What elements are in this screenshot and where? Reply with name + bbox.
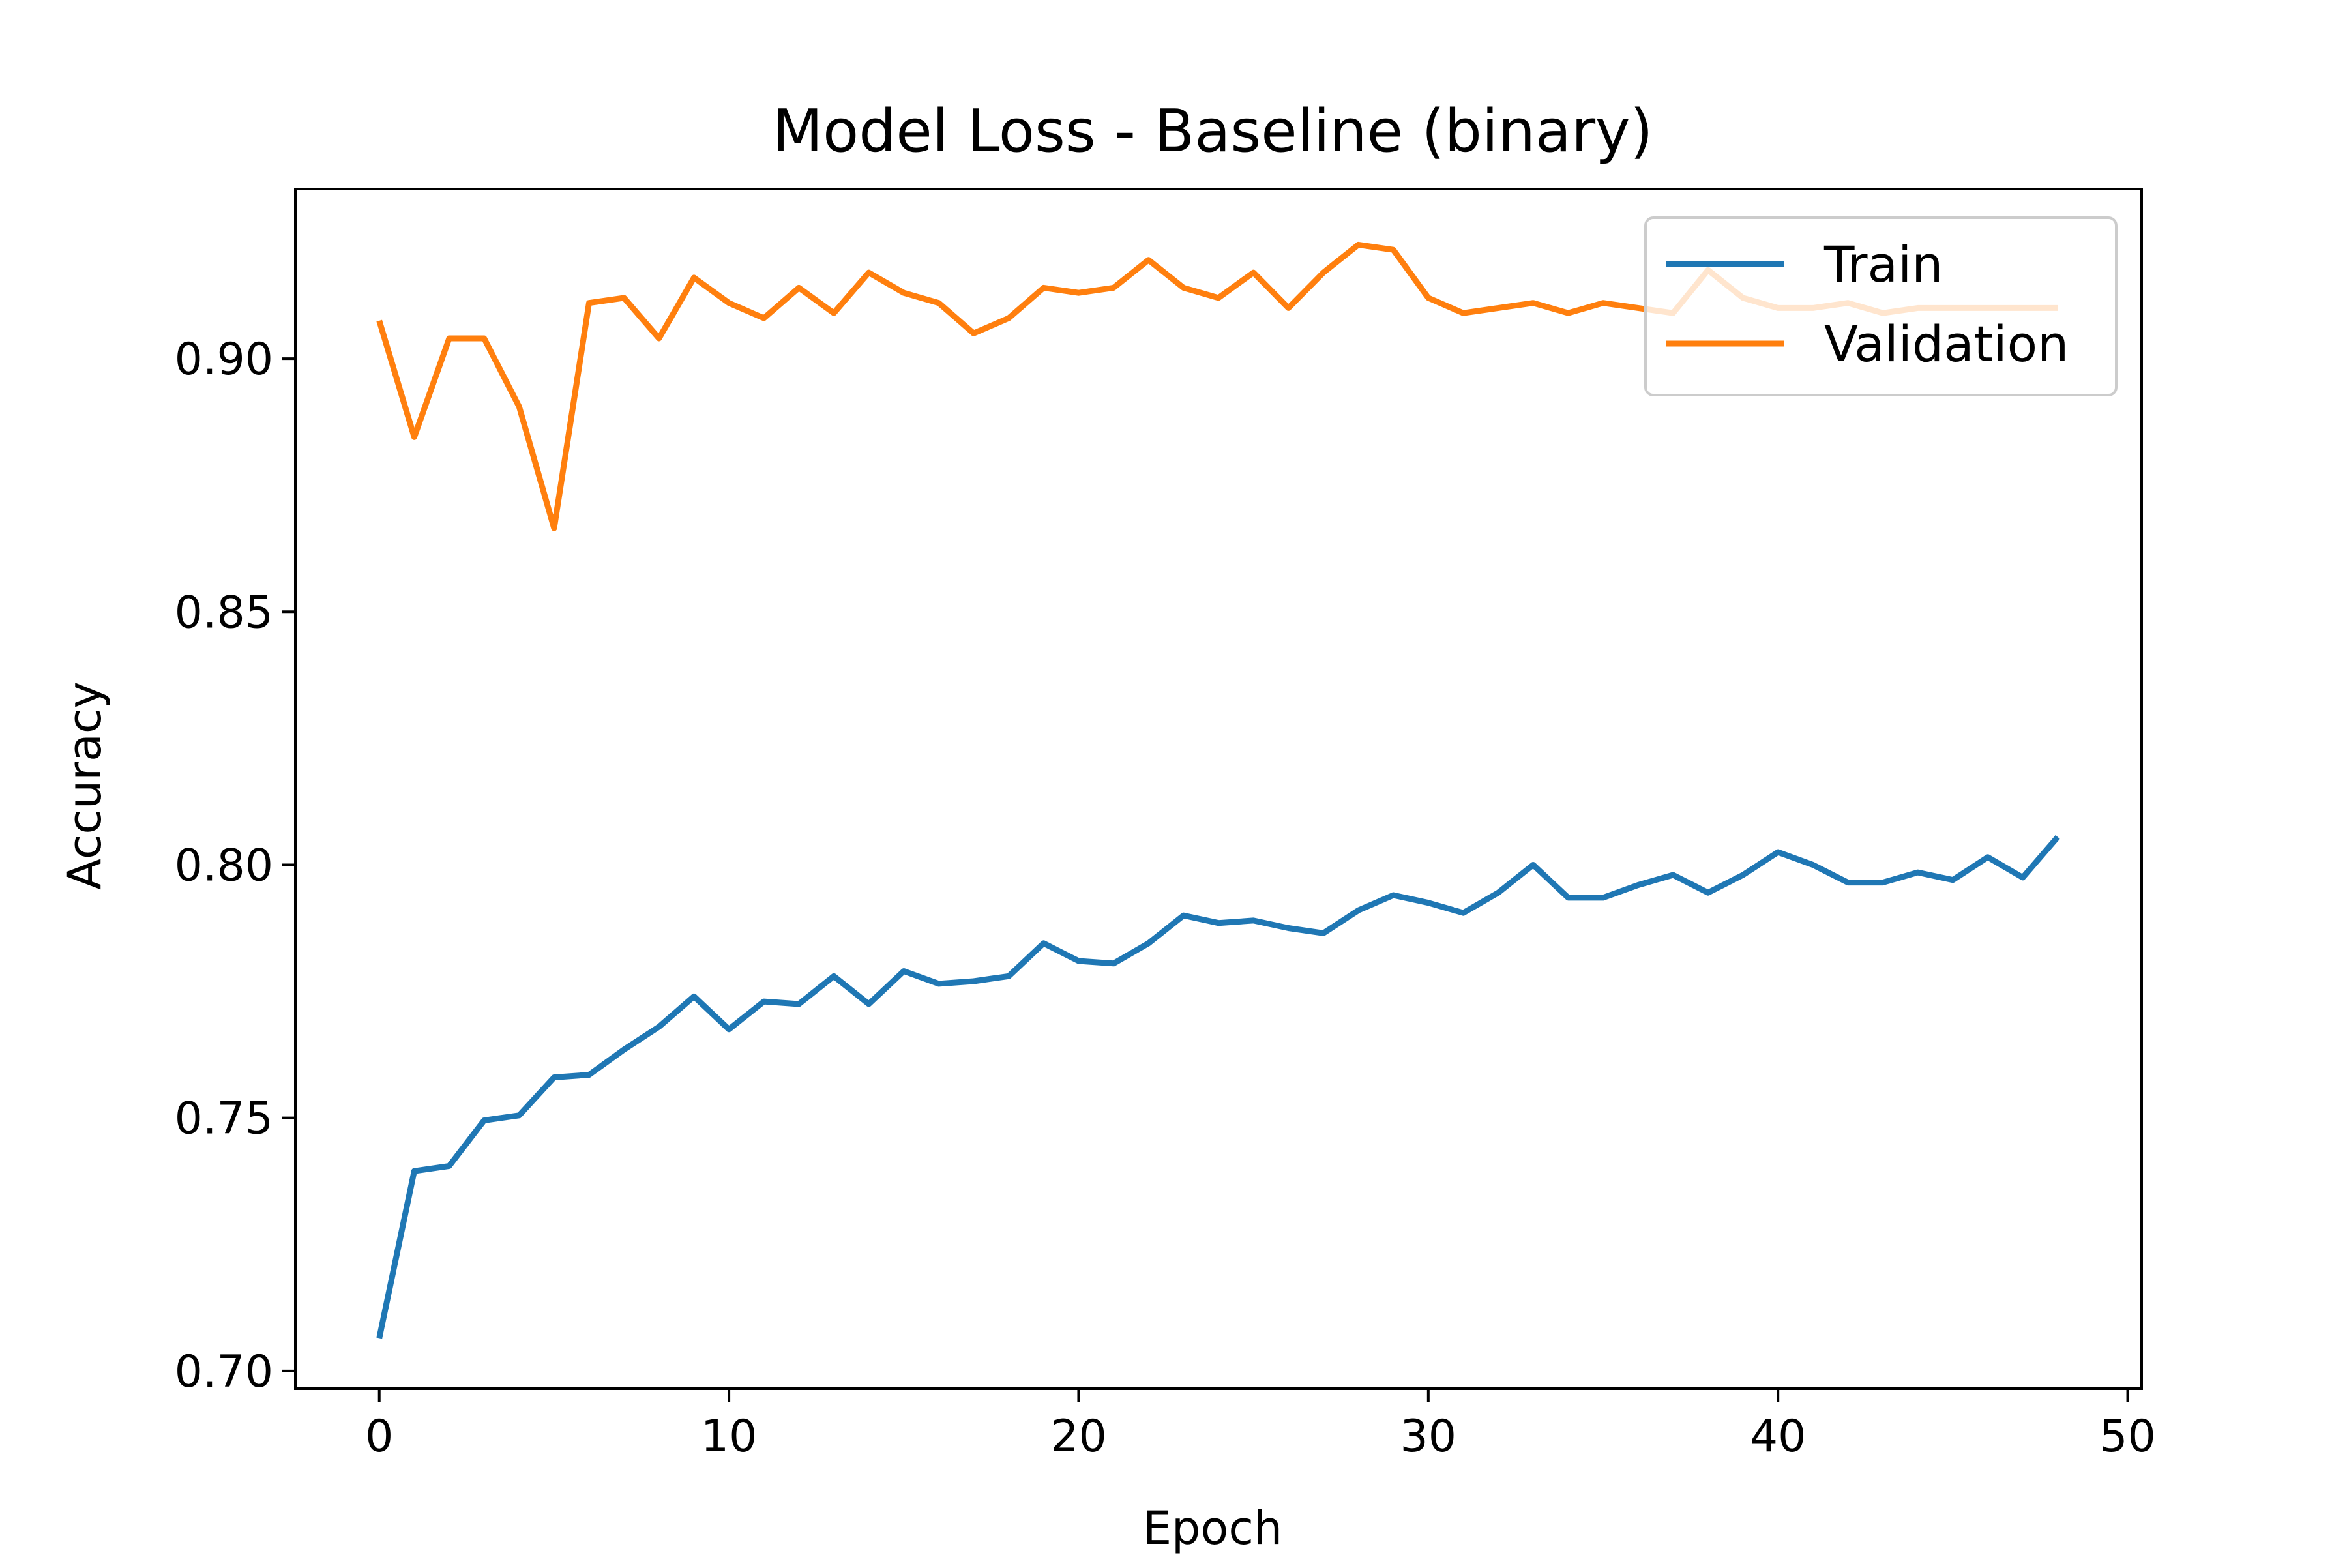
legend: Train Validation — [1644, 216, 2118, 396]
axes-frame — [294, 188, 2143, 1390]
series-line-train — [376, 835, 2060, 1339]
x-tick-label: 20 — [1050, 1411, 1107, 1462]
x-tick-label: 0 — [365, 1411, 393, 1462]
x-tick-label: 50 — [2099, 1411, 2156, 1462]
legend-label-validation: Validation — [1824, 315, 2069, 373]
y-axis: 0.70 0.75 0.80 0.85 0.90 — [175, 334, 295, 1398]
chart-title: Model Loss - Baseline (binary) — [773, 97, 1653, 166]
y-tick-label: 0.70 — [175, 1346, 273, 1398]
y-tick-label: 0.75 — [175, 1093, 273, 1145]
x-axis-label: Epoch — [1143, 1501, 1282, 1555]
x-tick-label: 30 — [1400, 1411, 1457, 1462]
x-tick-label: 10 — [701, 1411, 758, 1462]
y-tick-label: 0.85 — [175, 587, 273, 638]
y-tick-label: 0.90 — [175, 334, 273, 385]
x-axis: 0 10 20 30 40 50 — [365, 1389, 2156, 1462]
y-tick-label: 0.80 — [175, 840, 273, 891]
y-axis-label: Accuracy — [58, 681, 111, 890]
x-tick-label: 40 — [1750, 1411, 1807, 1462]
legend-label-train: Train — [1823, 235, 1943, 293]
